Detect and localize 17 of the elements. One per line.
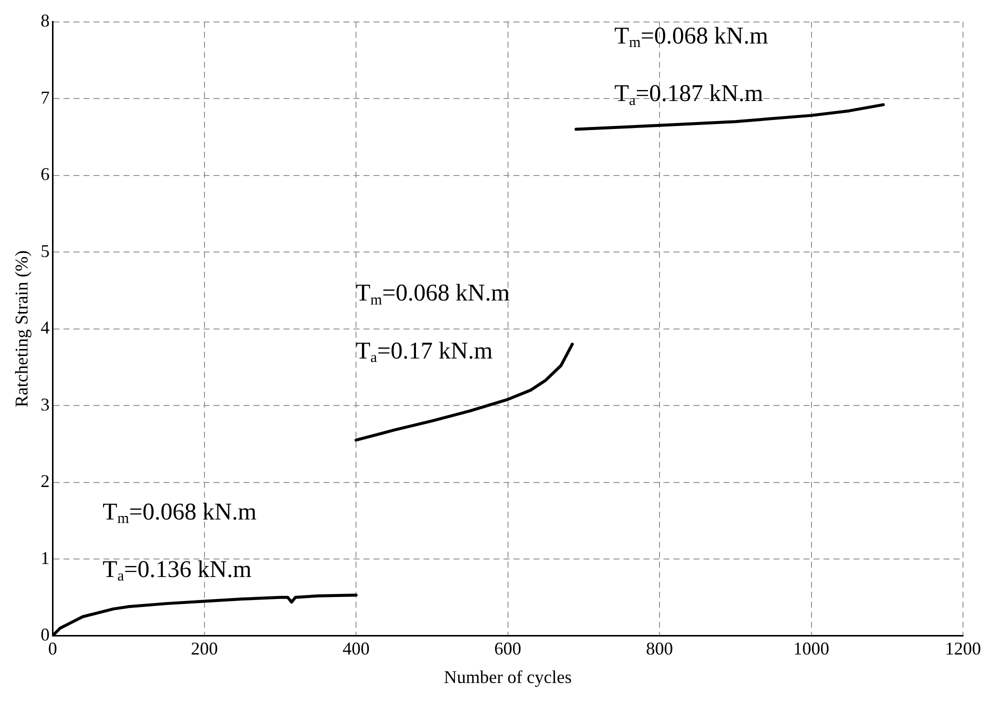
x-tick-label: 1000 [793,638,830,658]
x-tick-label: 1200 [945,638,981,658]
y-axis-title: Ratcheting Strain (%) [12,250,32,408]
x-tick-label: 600 [494,638,522,658]
y-tick-label: 1 [40,548,50,568]
y-tick-label: 8 [40,10,50,31]
y-tick-label: 3 [40,394,50,414]
y-tick-label: 7 [40,87,50,108]
x-tick-label: 400 [342,638,370,658]
x-tick-label: 200 [190,638,218,658]
y-tick-label: 6 [40,164,50,184]
y-tick-label: 0 [40,624,50,645]
x-tick-label: 800 [646,638,674,658]
y-tick-label: 5 [40,240,50,261]
y-tick-label: 4 [40,318,50,338]
y-tick-label: 2 [40,471,50,492]
x-axis-title: Number of cycles [444,666,572,687]
